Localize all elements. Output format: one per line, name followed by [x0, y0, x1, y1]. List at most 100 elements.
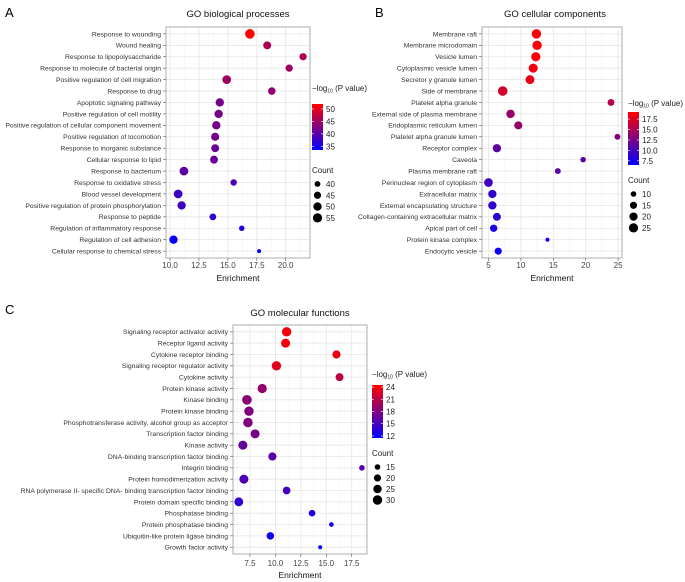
colorbar [628, 112, 639, 165]
y-tick-label: Caveola [452, 157, 477, 164]
data-point [525, 75, 535, 85]
y-tick-label: Side of membrane [421, 88, 477, 95]
size-legend-dot [374, 464, 381, 470]
y-tick-label: Transcription factor binding [146, 431, 228, 438]
y-tick-label: Response to wounding [92, 31, 161, 38]
y-tick-label: Collagen-containing extracellular matrix [358, 214, 478, 221]
data-point [318, 545, 323, 550]
y-tick-label: Protein kinase complex [407, 237, 478, 244]
y-tick-label: Cytokine receptor binding [151, 352, 228, 359]
size-legend-label: 20 [386, 474, 395, 483]
y-tick-label: Growth factor activity [165, 545, 229, 552]
chart-panel-a: A GO biological processes Response to woun… [5, 5, 367, 283]
plot-background [482, 27, 622, 258]
y-tick-label: Perinuclear region of cytoplasm [382, 180, 478, 187]
x-tick-label: 17.5 [344, 559, 360, 568]
size-legend-label: 45 [326, 191, 335, 200]
y-tick-label: Cytokine activity [179, 375, 229, 382]
size-legend-dot [313, 191, 322, 199]
colorbar [312, 104, 323, 150]
y-tick-label: Phosphatase binding [165, 511, 229, 518]
data-point [268, 452, 277, 461]
data-point [299, 53, 307, 61]
panel-label: A [5, 5, 14, 20]
panel-label: C [5, 302, 14, 317]
data-point [268, 87, 276, 95]
data-point [243, 417, 253, 428]
y-tick-label: Integrin binding [182, 465, 229, 472]
size-legend-dot [629, 212, 638, 221]
data-point [531, 52, 541, 62]
y-tick-label: Regulation of inflammatory response [50, 226, 161, 233]
data-point [250, 429, 260, 439]
chart-panel-b: B GO cellular components Membrane raft Memb… [358, 5, 683, 283]
data-point [492, 212, 501, 221]
y-tick-label: Response to lipopolysaccharide [65, 54, 161, 61]
y-tick-label: Apoptotic signaling pathway [77, 100, 162, 107]
data-point [238, 440, 248, 450]
y-tick-label: Positive regulation of cell migration [56, 77, 161, 84]
y-tick-label: Response to drug [107, 88, 161, 95]
size-legend-label: 15 [642, 201, 651, 210]
colorbar-label: 35 [326, 142, 335, 151]
size-legend-label: 50 [326, 203, 335, 212]
y-tick-label: Vesicle lumen [435, 54, 477, 61]
color-legend-title-subscript: 10 [643, 104, 649, 110]
panel-label: B [375, 5, 384, 20]
x-tick-label: 20 [581, 261, 590, 270]
data-point [239, 225, 245, 232]
data-point [209, 213, 217, 221]
colorbar-label: 7.5 [642, 157, 654, 166]
colorbar-label: 45 [326, 117, 335, 126]
colorbar-label: 18 [386, 408, 395, 417]
y-tick-label: Secretor y granule lumen [401, 77, 477, 84]
size-legend-dot [630, 191, 637, 197]
chart-title: GO cellular components [504, 9, 606, 20]
data-point [514, 121, 523, 130]
x-tick-label: 10.0 [268, 559, 284, 568]
size-legend-title: Count [628, 176, 650, 185]
y-tick-label: Kinase binding [183, 397, 228, 404]
y-tick-label: Positive regulation of locomotion [63, 134, 161, 141]
y-tick-label: Signaling receptor regulator activity [122, 363, 229, 370]
data-point [492, 144, 502, 153]
plot-background [233, 325, 367, 554]
data-point [211, 132, 220, 141]
data-point [531, 29, 542, 39]
data-point [242, 395, 252, 405]
y-tick-label: Platelet alpha granule [411, 100, 477, 107]
plot-border [232, 324, 368, 555]
y-tick-label: Apical part of cell [425, 226, 477, 233]
colorbar [372, 385, 383, 438]
colorbar-label: 50 [326, 105, 335, 114]
y-tick-label: Protein kinase binding [161, 409, 228, 416]
x-tick-label: 15 [549, 261, 558, 270]
data-point [329, 522, 334, 527]
x-axis-label: Enrichment [279, 570, 323, 580]
y-tick-label: Signaling receptor activator activity [123, 329, 229, 336]
size-legend-label: 40 [326, 180, 335, 189]
y-tick-label: Endoplasmic reticulum lumen [388, 123, 477, 130]
colorbar-label: 15 [386, 420, 395, 429]
size-legend-dot [372, 495, 383, 505]
color-legend-title-prefix: −log [628, 99, 643, 108]
y-tick-label: Positive regulation of cellular componen… [5, 123, 161, 130]
y-tick-label: Response to inorganic substance [60, 146, 161, 153]
x-axis-label: Enrichment [217, 273, 261, 283]
y-tick-label: Endocytic vesicle [425, 249, 477, 256]
chart-title: GO biological processes [187, 9, 290, 20]
x-tick-label: 5 [486, 261, 491, 270]
data-point [281, 327, 292, 337]
size-legend-label: 15 [386, 463, 395, 472]
size-legend-label: 20 [642, 213, 651, 222]
y-tick-label: Protein kinase activity [162, 386, 228, 393]
y-tick-label: Kinase activity [185, 443, 229, 450]
color-legend-title: −log10 (P value) [628, 99, 683, 110]
y-tick-label: Extracellular matrix [419, 191, 477, 198]
data-point [528, 63, 538, 73]
data-point [335, 373, 344, 382]
size-legend-dot [313, 202, 322, 211]
y-tick-label: DNA-binding transcription factor binding [108, 454, 228, 461]
y-tick-label: Membrane microdomain [404, 43, 478, 50]
